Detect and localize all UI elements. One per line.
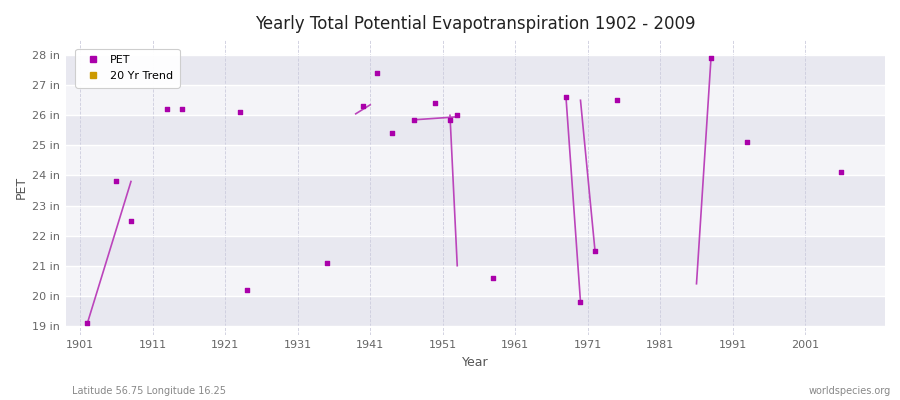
Bar bbox=[66, 85, 885, 115]
Legend: PET, 20 Yr Trend: PET, 20 Yr Trend bbox=[76, 49, 180, 88]
Bar bbox=[66, 206, 885, 236]
Bar bbox=[66, 176, 885, 206]
Point bbox=[80, 320, 94, 326]
Y-axis label: PET: PET bbox=[15, 176, 28, 199]
Bar bbox=[66, 266, 885, 296]
Text: worldspecies.org: worldspecies.org bbox=[809, 386, 891, 396]
Point bbox=[588, 248, 602, 254]
Point bbox=[573, 299, 588, 305]
Point bbox=[124, 217, 139, 224]
Point bbox=[232, 109, 247, 116]
Point bbox=[443, 117, 457, 123]
Point bbox=[109, 178, 123, 185]
X-axis label: Year: Year bbox=[462, 356, 489, 369]
Bar bbox=[66, 55, 885, 85]
Point bbox=[609, 97, 624, 104]
Point bbox=[160, 106, 175, 112]
Point bbox=[428, 100, 443, 106]
Point bbox=[740, 139, 754, 146]
Bar bbox=[66, 296, 885, 326]
Point bbox=[175, 106, 189, 112]
Bar bbox=[66, 145, 885, 176]
Bar bbox=[66, 115, 885, 145]
Point bbox=[486, 274, 500, 281]
Point bbox=[385, 130, 400, 136]
Point bbox=[834, 169, 849, 176]
Point bbox=[559, 94, 573, 100]
Point bbox=[239, 286, 254, 293]
Point bbox=[704, 55, 718, 61]
Title: Yearly Total Potential Evapotranspiration 1902 - 2009: Yearly Total Potential Evapotranspiratio… bbox=[255, 15, 696, 33]
Point bbox=[407, 117, 421, 123]
Point bbox=[356, 103, 370, 110]
Point bbox=[320, 260, 334, 266]
Point bbox=[450, 112, 464, 118]
Point bbox=[370, 70, 384, 76]
Text: Latitude 56.75 Longitude 16.25: Latitude 56.75 Longitude 16.25 bbox=[72, 386, 226, 396]
Bar bbox=[66, 236, 885, 266]
